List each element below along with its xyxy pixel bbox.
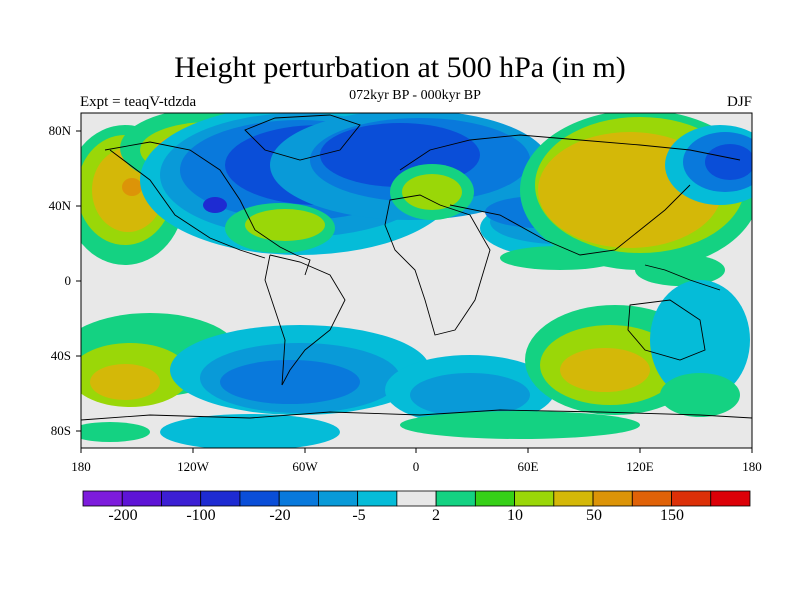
colorbar-label: 2 xyxy=(432,507,440,524)
lat-label-40s: 40S xyxy=(50,348,71,363)
colorbar xyxy=(82,490,751,507)
colorbar-swatch xyxy=(121,490,162,507)
colorbar-swatch xyxy=(592,490,633,507)
colorbar-swatch xyxy=(435,490,476,507)
colorbar-swatch xyxy=(161,490,202,507)
south-america-east-coast xyxy=(269,254,346,386)
south-america-west-coast xyxy=(264,254,286,386)
asia-south-coast xyxy=(449,184,691,256)
colorbar-swatch xyxy=(514,490,555,507)
colorbar-swatch xyxy=(82,490,123,507)
colorbar-label: 150 xyxy=(660,507,684,524)
lat-label-80n: 80N xyxy=(48,123,71,138)
lon-label-180w: 180 xyxy=(71,459,91,474)
colorbar-label: 50 xyxy=(586,507,602,524)
north-america-west-coast xyxy=(109,149,266,259)
season-label: DJF xyxy=(726,94,752,110)
greenland-coast xyxy=(244,114,361,161)
africa-coast xyxy=(384,194,491,336)
colorbar-label: -5 xyxy=(352,507,366,524)
lat-label-40n: 40N xyxy=(48,198,71,213)
colorbar-label: 10 xyxy=(507,507,523,524)
lat-label-0: 0 xyxy=(64,273,72,288)
colorbar-swatch xyxy=(396,490,437,507)
lon-label-60e: 60E xyxy=(517,459,539,474)
colorbar-swatch xyxy=(357,490,398,507)
map-subtitle: 072kyr BP - 000kyr BP xyxy=(349,88,481,103)
lon-label-60w: 60W xyxy=(292,459,318,474)
colorbar-swatch xyxy=(318,490,359,507)
map-title: Height perturbation at 500 hPa (in m) xyxy=(174,51,626,84)
colorbar-swatch xyxy=(474,490,515,507)
antarctica-coast xyxy=(81,409,752,421)
colorbar-swatch xyxy=(710,490,751,507)
experiment-label: Expt = teaqV-tdzda xyxy=(80,94,197,110)
colorbar-label: -100 xyxy=(186,507,216,524)
colorbar-swatch xyxy=(671,490,712,507)
contour-field xyxy=(81,113,752,448)
colorbar-swatch xyxy=(278,490,319,507)
north-america-coast xyxy=(104,141,311,276)
lon-label-0: 0 xyxy=(412,459,420,474)
lon-label-120e: 120E xyxy=(626,459,654,474)
australia-coast xyxy=(627,299,706,361)
colorbar-label: -20 xyxy=(269,507,291,524)
lon-label-120w: 120W xyxy=(177,459,209,474)
colorbar-swatch xyxy=(631,490,672,507)
colorbar-swatch xyxy=(553,490,594,507)
colorbar-label: -200 xyxy=(108,507,138,524)
axis-ticks xyxy=(76,130,753,453)
lon-label-180e: 180 xyxy=(742,459,762,474)
coastlines xyxy=(81,114,752,421)
lat-label-80s: 80S xyxy=(50,423,71,438)
eurasia-north-coast xyxy=(399,134,741,171)
maritime-islands xyxy=(644,264,721,291)
colorbar-swatch xyxy=(239,490,280,507)
colorbar-swatch xyxy=(200,490,241,507)
